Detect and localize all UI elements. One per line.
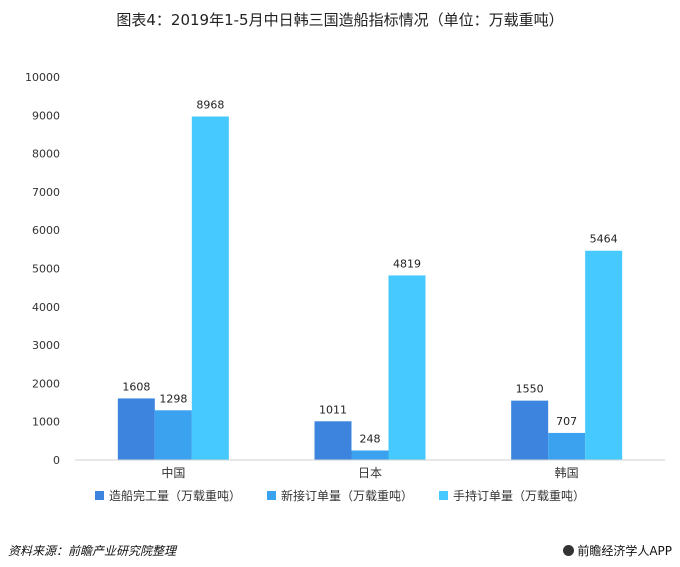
y-tick-label: 2000: [32, 377, 60, 390]
legend-swatch-series-1: [94, 491, 104, 500]
y-tick-label: 10000: [25, 71, 60, 84]
brand-logo-icon: [563, 545, 575, 556]
x-tick-label: 韩国: [555, 465, 579, 480]
legend: 造船完工量（万载重吨） 新接订单量（万载重吨） 手持订单量（万载重吨）: [0, 487, 680, 504]
x-tick-label: 日本: [358, 466, 382, 480]
data-label: 8968: [196, 99, 224, 112]
legend-swatch-series-2: [266, 491, 276, 500]
y-tick-label: 8000: [32, 148, 60, 161]
bar-中国-series-2: [154, 410, 192, 460]
y-axis: 0 1000 2000 3000 4000 5000 6000 7000 8000 9000 100…: [25, 71, 60, 467]
legend-swatch-series-3: [439, 491, 448, 500]
chart-title: 图表4：2019年1-5月中日韩三国造船指标情况（单位：万载重吨）: [116, 11, 564, 29]
y-tick-label: 0: [53, 454, 60, 467]
legend-item-series-2: 新接订单量（万载重吨）: [266, 487, 413, 504]
bar-chart: 0 1000 2000 3000 4000 5000 6000 7000 8000 9000 100…: [25, 71, 665, 480]
y-tick-label: 3000: [32, 339, 60, 352]
legend-item-series-1: 造船完工量（万载重吨）: [94, 487, 241, 504]
x-tick-label: 中国: [161, 465, 185, 480]
bar-韩国-series-2: [548, 432, 586, 460]
data-label: 1608: [122, 380, 150, 393]
y-tick-label: 6000: [32, 224, 60, 237]
x-axis: 中国 日本 韩国: [75, 459, 665, 480]
data-label: 1550: [516, 383, 544, 396]
data-label: 1298: [159, 392, 187, 405]
y-tick-label: 1000: [32, 416, 60, 429]
data-label: 1011: [319, 403, 347, 416]
legend-label-series-2: 新接订单量（万载重吨）: [280, 489, 413, 503]
legend-label-series-3: 手持订单量（万载重吨）: [453, 489, 586, 503]
bar-中国-series-3: [191, 116, 229, 460]
data-label: 248: [360, 433, 381, 446]
bar-日本-series-1: [314, 421, 352, 460]
legend-item-series-3: 手持订单量（万载重吨）: [439, 487, 585, 504]
bars: 1608 1298 8968 1011 248 4819 1550 707 5464: [117, 99, 623, 460]
bar-中国-series-1: [117, 398, 155, 460]
bar-日本-series-2: [351, 450, 389, 460]
bar-韩国-series-1: [511, 400, 549, 460]
y-tick-label: 7000: [32, 186, 60, 199]
bar-韩国-series-3: [585, 250, 623, 460]
y-tick-label: 9000: [32, 109, 60, 122]
bar-日本-series-3: [388, 275, 426, 460]
data-label: 4819: [393, 257, 421, 270]
source-note: 资料来源：前瞻产业研究院整理: [8, 544, 177, 558]
brand-text: 前瞻经济学人APP: [577, 544, 672, 558]
legend-label-series-1: 造船完工量（万载重吨）: [108, 489, 241, 503]
y-tick-label: 4000: [32, 301, 60, 314]
data-label: 5464: [590, 233, 618, 246]
brand-label: 前瞻经济学人APP: [563, 542, 672, 559]
y-tick-label: 5000: [32, 263, 60, 276]
data-label: 707: [556, 415, 577, 428]
